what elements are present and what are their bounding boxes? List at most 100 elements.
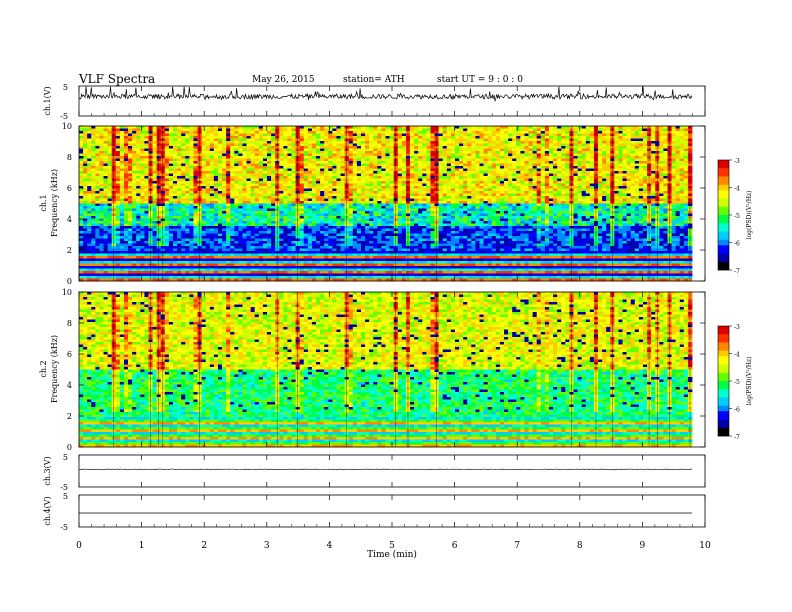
psd-cell [512,141,517,144]
psd-cell [438,133,444,137]
psd-cell [532,143,538,147]
psd-cell [675,193,681,197]
psd-cell [348,203,354,207]
psd-cell [491,136,497,139]
psd-cell [140,153,145,157]
psd-cell [213,141,219,144]
psd-cell [369,201,374,204]
psd-cell [495,181,501,184]
psd-cell [577,206,583,209]
psd-cell [663,196,668,199]
psd-cell [622,156,628,159]
psd-cell [107,186,113,189]
psd-cell [446,141,452,144]
psd-cell [557,136,562,139]
psd-cell [606,148,611,152]
psd-cell [107,131,113,134]
psd-cell [520,178,525,182]
psd-cell [561,198,566,202]
psd-cell [508,146,513,149]
psd-cell [152,163,158,167]
psd-cell [495,131,501,134]
psd-cell [115,173,121,177]
psd-cell [320,156,325,159]
psd-cell [634,138,640,142]
psd-cell [201,128,207,132]
psd-cell [332,178,337,182]
psd-cell [679,166,685,169]
psd-cell [242,196,247,199]
psd-cell [540,151,546,154]
psd-cell [504,146,509,149]
psd-cell [119,128,125,132]
psd-cell [450,173,456,177]
psd-cell [201,201,207,204]
psd-cell [401,188,407,192]
psd-cell [487,141,493,144]
psd-cell [528,206,534,209]
psd-cell [585,201,591,204]
psd-cell [459,158,464,162]
psd-cell [430,158,435,162]
psd-cell [132,161,137,164]
psd-cell [483,156,489,159]
psd-cell [95,191,100,194]
psd-cell [140,201,145,204]
psd-cell [107,201,113,204]
psd-cell [103,141,109,144]
psd-cell [528,183,534,187]
psd-cell [487,148,493,152]
psd-cell [356,126,362,129]
psd-cell [422,203,427,207]
psd-cell [291,168,296,172]
psd-cell [99,193,104,197]
psd-cell [107,198,113,202]
psd-cell [217,156,223,159]
psd-cell [626,143,632,147]
psd-cell [115,131,121,134]
psd-cell [589,186,595,189]
psd-cell [377,126,382,129]
psd-cell [185,203,190,207]
psd-cell [340,186,346,189]
psd-cell [99,208,104,212]
psd-cell [266,181,272,184]
psd-cell [205,188,211,192]
psd-cell [262,176,268,179]
psd-cell [103,201,109,204]
psd-cell [651,171,656,174]
psd-cell [548,148,554,152]
psd-cell [340,181,346,184]
psd-cell [144,201,149,204]
psd-cell [258,161,264,164]
psd-cell [360,131,366,134]
psd-cell [397,131,403,134]
psd-cell [205,178,211,182]
psd-cell [152,158,158,162]
psd-cell [299,176,305,179]
psd-cell [512,171,517,174]
psd-cell [577,163,583,167]
psd-cell [246,181,252,184]
psd-cell [520,183,525,187]
psd-cell [454,198,460,202]
psd-cell [287,153,292,157]
psd-cell [262,131,268,134]
psd-cell [495,183,501,187]
psd-cell [254,206,260,209]
psd-cell [418,141,423,144]
psd-cell [128,143,133,147]
psd-cell [659,168,664,172]
psd-cell [397,133,403,137]
psd-cell [311,138,317,142]
psd-cell [536,131,542,134]
psd-cell [430,136,435,139]
psd-cell [299,181,305,184]
psd-cell [512,183,517,187]
psd-cell [385,131,390,134]
psd-cell [512,156,517,159]
psd-cell [381,168,386,172]
psd-cell [185,128,190,132]
psd-cell [524,163,529,167]
psd-cell [365,156,370,159]
